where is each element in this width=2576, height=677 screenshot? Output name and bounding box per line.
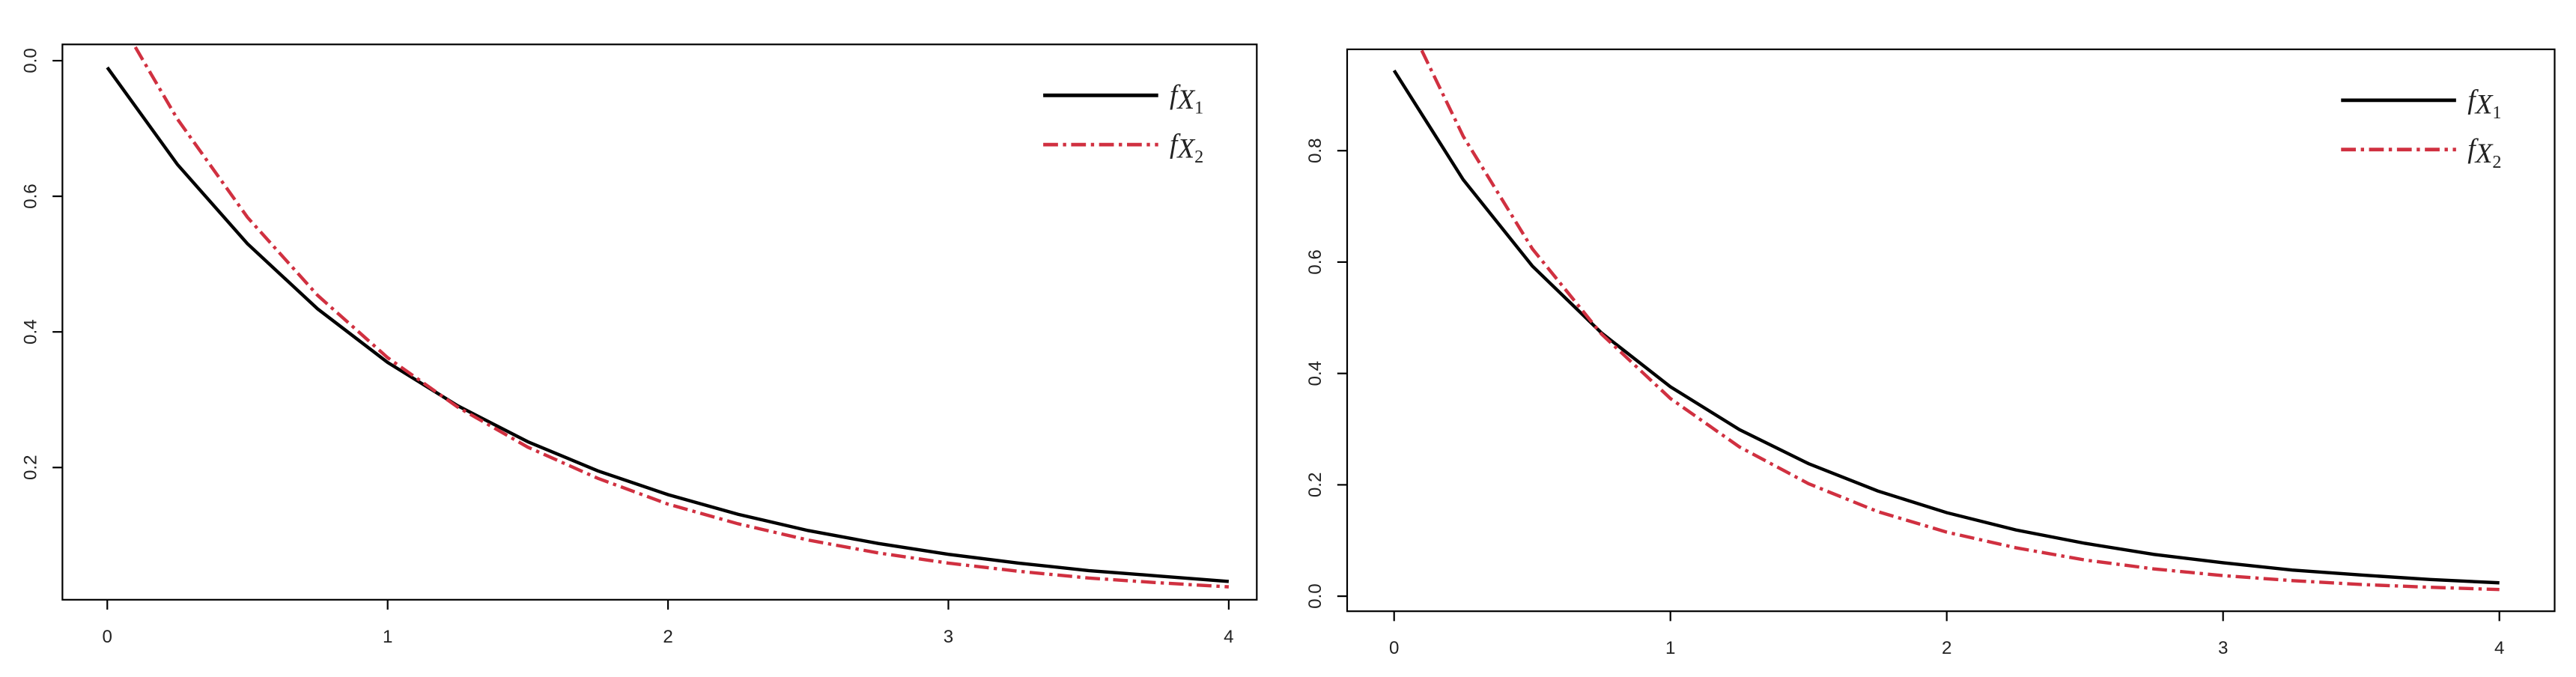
x-tick-label: 3 (2218, 638, 2228, 658)
x-tick-label: 1 (1665, 638, 1675, 658)
legend-sub2: 1 (2492, 103, 2501, 123)
x-tick-label: 3 (944, 627, 953, 647)
x-tick-label: 2 (663, 627, 672, 647)
legend-sub: X (2474, 89, 2494, 120)
x-tick-label: 4 (1224, 627, 1233, 647)
x-tick-label: 4 (2494, 638, 2504, 658)
y-tick-label: 0.6 (20, 183, 40, 209)
legend-sub2: 2 (2492, 152, 2501, 172)
y-tick-label: 0.0 (20, 48, 40, 73)
plot-frame (1346, 48, 2556, 613)
x-tick-label: 2 (1942, 638, 1951, 658)
legend-label: fX2 (2467, 134, 2501, 172)
series-line (106, 66, 1230, 583)
x-tick-label: 0 (103, 627, 112, 647)
y-tick-label: 0.8 (1305, 138, 1325, 163)
y-tick-label: 0.2 (1305, 473, 1325, 498)
legend-sub: X (2474, 139, 2494, 169)
y-tick-label: 0.2 (20, 455, 40, 480)
series-line (133, 46, 1229, 589)
plot-frame (61, 43, 1258, 601)
legend-sub: X (1176, 85, 1195, 115)
series-line (1420, 49, 2500, 592)
legend-label: fX1 (2467, 85, 2501, 123)
y-tick-label: 0.4 (20, 319, 40, 344)
series-line (1392, 69, 2500, 585)
x-tick-label: 0 (1389, 638, 1399, 658)
legend-label: fX1 (1170, 79, 1203, 118)
legend-sub: X (1176, 134, 1195, 165)
x-tick-label: 1 (383, 627, 392, 647)
legend-label: fX2 (1170, 129, 1203, 167)
legend-sub2: 1 (1194, 97, 1203, 118)
y-tick-label: 0.0 (1305, 583, 1325, 609)
y-tick-label: 0.6 (1305, 249, 1325, 275)
y-tick-label: 0.4 (1305, 361, 1325, 386)
legend-sub2: 2 (1194, 147, 1203, 167)
chart: 0 1 2 3 4 0.2 0.4 0.6 0.0 fX1 fX2 (20, 43, 1258, 647)
chart: 0 1 2 3 4 0.0 0.2 0.4 0.6 0.8 fX1 fX2 (1305, 48, 2556, 658)
